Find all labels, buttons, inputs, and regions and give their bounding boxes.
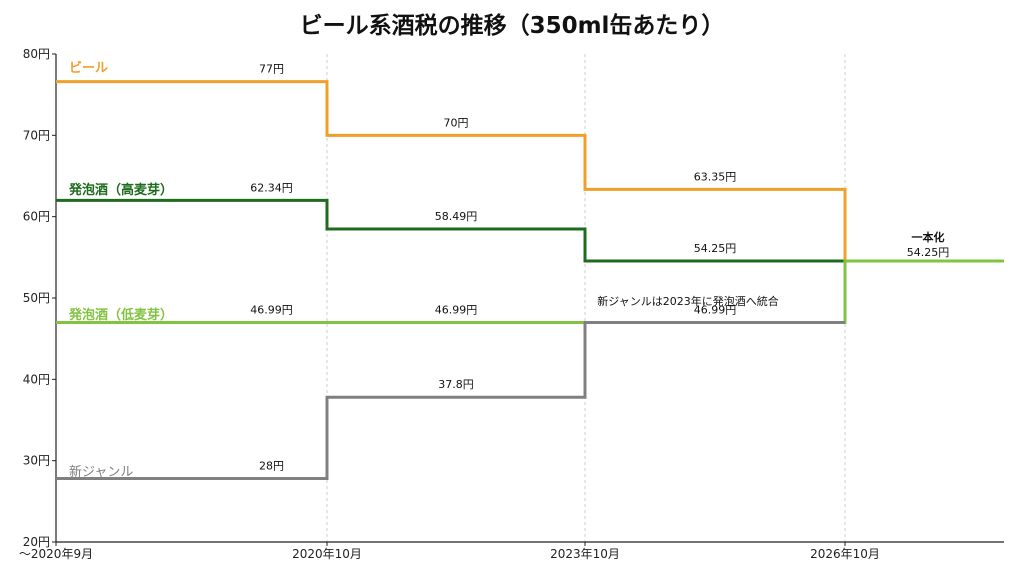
value-label-new-genre-1: 37.8円	[438, 378, 474, 391]
series-line-happoshu-high	[56, 198, 1004, 263]
value-label-happoshu-high-1: 58.49円	[435, 210, 478, 223]
series-name-new-genre: 新ジャンル	[69, 464, 133, 480]
merge-note: 新ジャンルは2023年に発泡酒へ統合	[597, 294, 778, 308]
series-line-happoshu-low	[56, 259, 1004, 324]
series-name-beer: ビール	[69, 60, 108, 76]
chart-title: ビール系酒税の推移（350ml缶あたり）	[300, 12, 725, 39]
value-labels: 77円 70円 63.35円 62.34円 58.49円 54.25円 46.99円 46.9…	[250, 63, 736, 473]
x-tick-label: 2020年10月	[292, 547, 362, 561]
series-line-beer	[56, 80, 1004, 263]
unified-title: 一本化	[912, 230, 945, 244]
y-tick-label: 70円	[23, 128, 50, 142]
series-name-happoshu-high: 発泡酒（高麦芽）	[68, 182, 173, 198]
value-label-happoshu-low-2: 46.99円	[694, 303, 737, 316]
series-line-new-genre	[56, 320, 845, 481]
y-tick-label: 80円	[23, 47, 50, 61]
y-tick-label: 20円	[23, 535, 50, 549]
value-label-happoshu-high-2: 54.25円	[694, 242, 737, 255]
value-label-happoshu-low-0: 46.99円	[250, 303, 293, 316]
y-tick-label: 60円	[23, 210, 50, 224]
y-tick-label: 50円	[23, 291, 50, 305]
value-label-beer-0: 77円	[259, 63, 284, 76]
x-tick-label: 2023年10月	[550, 547, 620, 561]
x-tick-label: 2026年10月	[810, 547, 880, 561]
value-label-happoshu-high-0: 62.34円	[250, 181, 293, 194]
value-label-beer-1: 70円	[444, 116, 469, 129]
value-label-beer-2: 63.35円	[694, 170, 737, 183]
axes: 20円 30円 40円 50円 60円 70円 80円〜2020年9月 2020年10月 202…	[19, 47, 1004, 561]
unified-value: 54.25円	[907, 246, 950, 259]
value-label-new-genre-0: 28円	[259, 460, 284, 473]
y-tick-label: 40円	[23, 372, 50, 386]
series-layer	[56, 80, 1004, 481]
x-tick-label: 〜2020年9月	[19, 547, 93, 561]
value-label-happoshu-low-1: 46.99円	[435, 303, 478, 316]
y-tick-label: 30円	[23, 454, 50, 468]
series-name-happoshu-low: 発泡酒（低麦芽）	[68, 307, 173, 323]
